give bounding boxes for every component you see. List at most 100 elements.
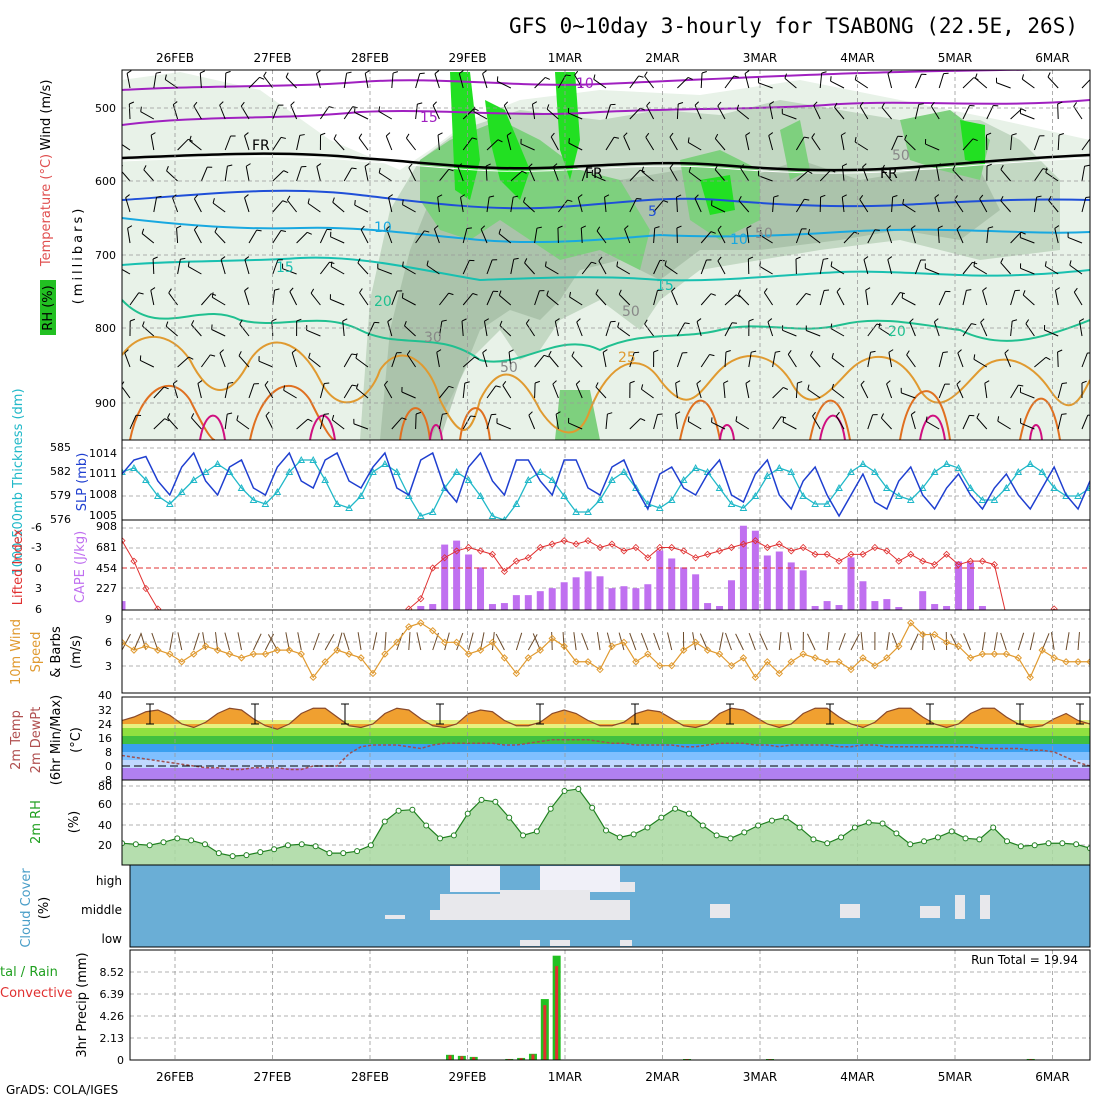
upper-wind-barb-flag xyxy=(696,380,702,385)
wind10m-barb xyxy=(491,632,495,651)
wind10m-barb xyxy=(297,632,302,651)
upper-wind-barb xyxy=(360,229,369,244)
upper-wind-barb-flag xyxy=(604,194,610,198)
upper-wind-barb-flag xyxy=(180,257,186,260)
upper-wind-barb xyxy=(700,293,712,306)
li-marker xyxy=(883,547,891,555)
upper-wind-barb-flag xyxy=(498,228,502,234)
li-tick-3: 3 xyxy=(35,582,42,595)
upper-wind-barb-flag xyxy=(127,225,133,229)
upper-wind-barb xyxy=(1081,78,1090,89)
upper-wind-barb-flag xyxy=(495,385,501,388)
temp-fill xyxy=(122,708,1090,730)
li-marker xyxy=(620,547,628,555)
upper-wind-barb xyxy=(746,228,750,244)
upper-wind-barb-flag xyxy=(1025,319,1030,324)
upper-wind-barb xyxy=(545,266,559,275)
cape-bar xyxy=(512,595,520,610)
li-marker xyxy=(931,561,939,569)
wind10m-barb xyxy=(343,632,350,651)
upper-wind-barb xyxy=(758,175,773,182)
upper-wind-barb xyxy=(819,290,825,306)
wind10m-barb xyxy=(826,632,830,651)
upper-wind-barb xyxy=(357,262,369,275)
wind-marker xyxy=(990,650,999,658)
thick-tick-582: 582 xyxy=(50,465,71,478)
cloud-level-high: high xyxy=(96,874,122,888)
thickness-marker xyxy=(727,499,736,507)
minmax-bars xyxy=(146,703,1084,725)
cape-bar xyxy=(895,607,903,610)
cape-tick-227: 227 xyxy=(96,582,117,595)
upper-wind-barb xyxy=(1057,383,1063,399)
upper-wind-barb xyxy=(433,228,440,244)
upper-wind-barb xyxy=(925,143,940,151)
upper-wind-barb xyxy=(367,322,375,337)
upper-wind-barb xyxy=(819,259,824,275)
upper-wind-barb-flag xyxy=(687,77,693,80)
upper-wind-barb xyxy=(388,197,393,213)
upper-wind-barb xyxy=(258,360,273,368)
li-tick-m6: -6 xyxy=(31,521,42,534)
wind10m-barb xyxy=(495,633,505,651)
upper-wind-barb-flag xyxy=(220,256,226,260)
li-marker xyxy=(835,557,843,565)
upper-wind-barb-flag xyxy=(548,350,552,356)
thickness-marker xyxy=(142,475,150,483)
upper-wind-barb-flag xyxy=(629,380,635,384)
upper-wind-barb xyxy=(595,293,607,306)
upper-wind-barb-flag xyxy=(881,102,885,108)
cloud-level-middle: middle xyxy=(81,903,122,917)
upper-wind-barb xyxy=(914,74,922,89)
thickness-marker xyxy=(476,491,485,499)
upper-wind-barb xyxy=(759,265,773,275)
upper-wind-barb xyxy=(1000,262,1011,275)
thickness-marker xyxy=(751,491,760,499)
label-minus10: 10 xyxy=(576,76,594,92)
wind-marker xyxy=(918,630,927,639)
upper-wind-barb xyxy=(462,293,474,306)
upper-wind-barb xyxy=(332,201,345,213)
upper-wind-barb-flag xyxy=(823,289,830,291)
temp-label-line4: (°C) xyxy=(69,727,84,753)
upper-wind-barb xyxy=(244,135,250,151)
bottom-date-labels: 26FEB 27FEB 28FEB 29FEB 1MAR 2MAR 3MAR 4MAR 5MAR… xyxy=(156,1070,1070,1084)
wind10m-barb xyxy=(133,633,142,651)
upper-wind-barb-flag xyxy=(316,163,322,167)
upper-wind-barb xyxy=(402,266,416,275)
upper-wind-barb xyxy=(402,204,416,213)
upper-wind-barb-flag xyxy=(1036,195,1042,198)
upper-wind-barb xyxy=(717,260,726,275)
upper-gridlines xyxy=(122,70,1090,440)
upper-wind-barb xyxy=(168,292,179,306)
temp-tick-40: 40 xyxy=(98,689,112,702)
upper-wind-barb xyxy=(676,322,686,337)
isotherm-35 xyxy=(199,414,1043,440)
bottom-date-label: 2MAR xyxy=(645,1070,680,1084)
wind-marker xyxy=(548,634,556,643)
li-marker xyxy=(895,557,903,565)
upper-wind-barb-flag xyxy=(485,163,491,167)
thick-tick-576: 576 xyxy=(50,513,71,526)
upper-wind-barb xyxy=(836,291,845,306)
upper-wind-barb xyxy=(498,233,512,244)
upper-wind-barb-flag xyxy=(748,318,754,322)
upper-wind-barb-flag xyxy=(575,380,581,385)
upper-wind-barb xyxy=(910,228,916,244)
upper-wind-barb xyxy=(1081,414,1089,430)
rh-marker xyxy=(1031,842,1038,849)
upper-wind-barb-flag xyxy=(354,200,356,206)
upper-wind-barb-flag xyxy=(557,225,563,229)
upper-wind-barb-flag xyxy=(676,225,682,229)
upper-wind-barb xyxy=(938,73,945,89)
thickness-marker xyxy=(584,507,592,515)
upper-wind-barb-flag xyxy=(386,225,391,230)
thickness-marker xyxy=(667,495,676,503)
upper-wind-barb xyxy=(482,352,488,368)
rh-ticks: 80 60 40 20 xyxy=(98,780,112,852)
upper-wind-barb xyxy=(962,105,970,120)
upper-wind-barb xyxy=(901,392,916,399)
upper-wind-barb-flag xyxy=(735,416,738,422)
wind-marker xyxy=(122,638,126,647)
